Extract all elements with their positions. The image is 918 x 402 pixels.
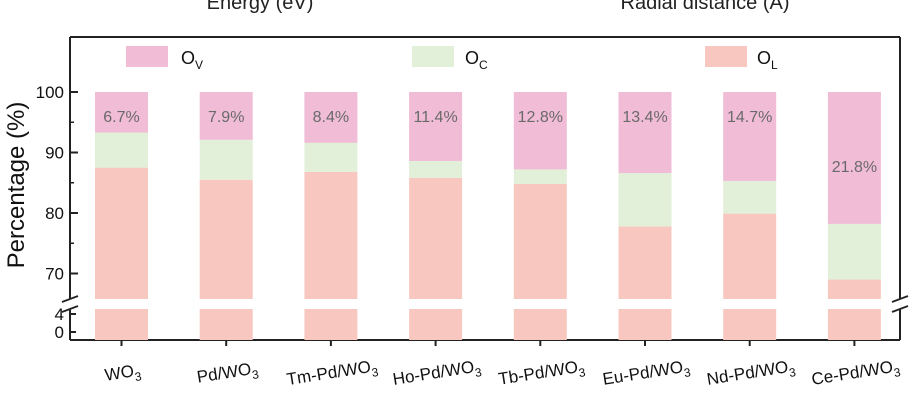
bar-ov [618, 92, 672, 174]
ov-data-label: 11.4% [414, 109, 458, 126]
top-left-label: Energy (eV) [207, 0, 314, 14]
left-break-bottom [61, 305, 79, 313]
bar-ov [723, 92, 777, 181]
x-tick-labels: WO3 Pd/WO3 Tm-Pd/WO3 Ho-Pd/WO3 Tb-Pd/WO3 Eu-P… [103, 356, 902, 393]
x-tick-label: Pd/WO3 [195, 358, 260, 390]
x-tick-label: Nd-Pd/WO3 [705, 356, 797, 393]
bar-oc [409, 160, 463, 178]
bars-group: 6.7% 7.9% 8.4% 11.4% 12.8% 13.4% 14.7% 21.8% [95, 92, 881, 340]
left-break-top [61, 295, 79, 303]
bar-ov [95, 92, 148, 133]
x-tick-label: Tm-Pd/WO3 [285, 356, 379, 393]
right-break-bottom [891, 305, 909, 313]
ov-data-label: 13.4% [622, 109, 667, 126]
bar-ol [827, 279, 881, 299]
ov-data-label: 14.7% [727, 109, 772, 126]
y-tick-label: 0 [55, 323, 64, 342]
x-tick-label: Eu-Pd/WO3 [601, 356, 692, 393]
legend: OV OC OL [126, 46, 778, 72]
y-tick-label: 70 [45, 265, 64, 284]
bar-ol-lower [409, 309, 463, 340]
bar-ol-lower [723, 309, 777, 340]
ov-data-label: 21.8% [832, 159, 877, 176]
y-ticks-group: 70 80 90 100 04 [36, 83, 856, 346]
bar-oc [827, 223, 881, 280]
bar-ol-lower [304, 309, 358, 340]
legend-swatch-oc [412, 46, 454, 67]
bar-ov [409, 92, 463, 161]
bar-ov [827, 92, 881, 224]
bar-ol-lower [199, 309, 253, 340]
x-tick-label: Ho-Pd/WO3 [391, 356, 483, 393]
legend-swatch-ol [705, 46, 747, 67]
bar-ol [199, 179, 253, 299]
x-tick-label: WO3 [103, 360, 142, 388]
x-tick-label: Ce-Pd/WO3 [810, 356, 902, 393]
x-tick-label: Tb-Pd/WO3 [497, 356, 587, 392]
bar-ol-lower [827, 309, 881, 340]
bar-oc [618, 173, 672, 227]
legend-label-oc: OC [465, 48, 488, 72]
bar-ol [513, 183, 567, 299]
ov-data-label: 6.7% [103, 109, 139, 126]
ov-data-label: 8.4% [313, 109, 349, 126]
y-tick-label: 90 [45, 144, 64, 163]
y-axis-label: Percentage (%) [3, 102, 30, 269]
bar-ol [618, 226, 672, 299]
bar-ol [95, 167, 148, 299]
bar-oc [723, 180, 777, 214]
legend-label-ol: OL [757, 48, 778, 72]
top-right-label: Radial distance (Å) [621, 0, 790, 14]
bar-ol [723, 213, 777, 299]
bar-ol-lower [618, 309, 672, 340]
bar-ol-lower [95, 309, 148, 340]
bar-oc [304, 142, 358, 172]
ov-data-label: 12.8% [518, 109, 563, 126]
bar-oc [95, 132, 148, 168]
ov-data-label: 7.9% [208, 109, 244, 126]
right-break-top [891, 295, 909, 303]
y-tick-label: 80 [45, 204, 64, 223]
bar-ol [304, 171, 358, 299]
axis-break-marks [61, 295, 909, 313]
y-tick-label: 4 [55, 305, 64, 324]
y-tick-label: 100 [36, 83, 64, 102]
legend-swatch-ov [126, 46, 168, 67]
bar-oc [513, 169, 567, 184]
bar-ol [409, 177, 463, 299]
bar-ov [304, 92, 358, 143]
bar-ov [513, 92, 567, 170]
legend-label-ov: OV [181, 48, 203, 72]
bar-oc [199, 139, 253, 180]
bar-ol-lower [513, 309, 567, 340]
bar-ov [199, 92, 253, 140]
